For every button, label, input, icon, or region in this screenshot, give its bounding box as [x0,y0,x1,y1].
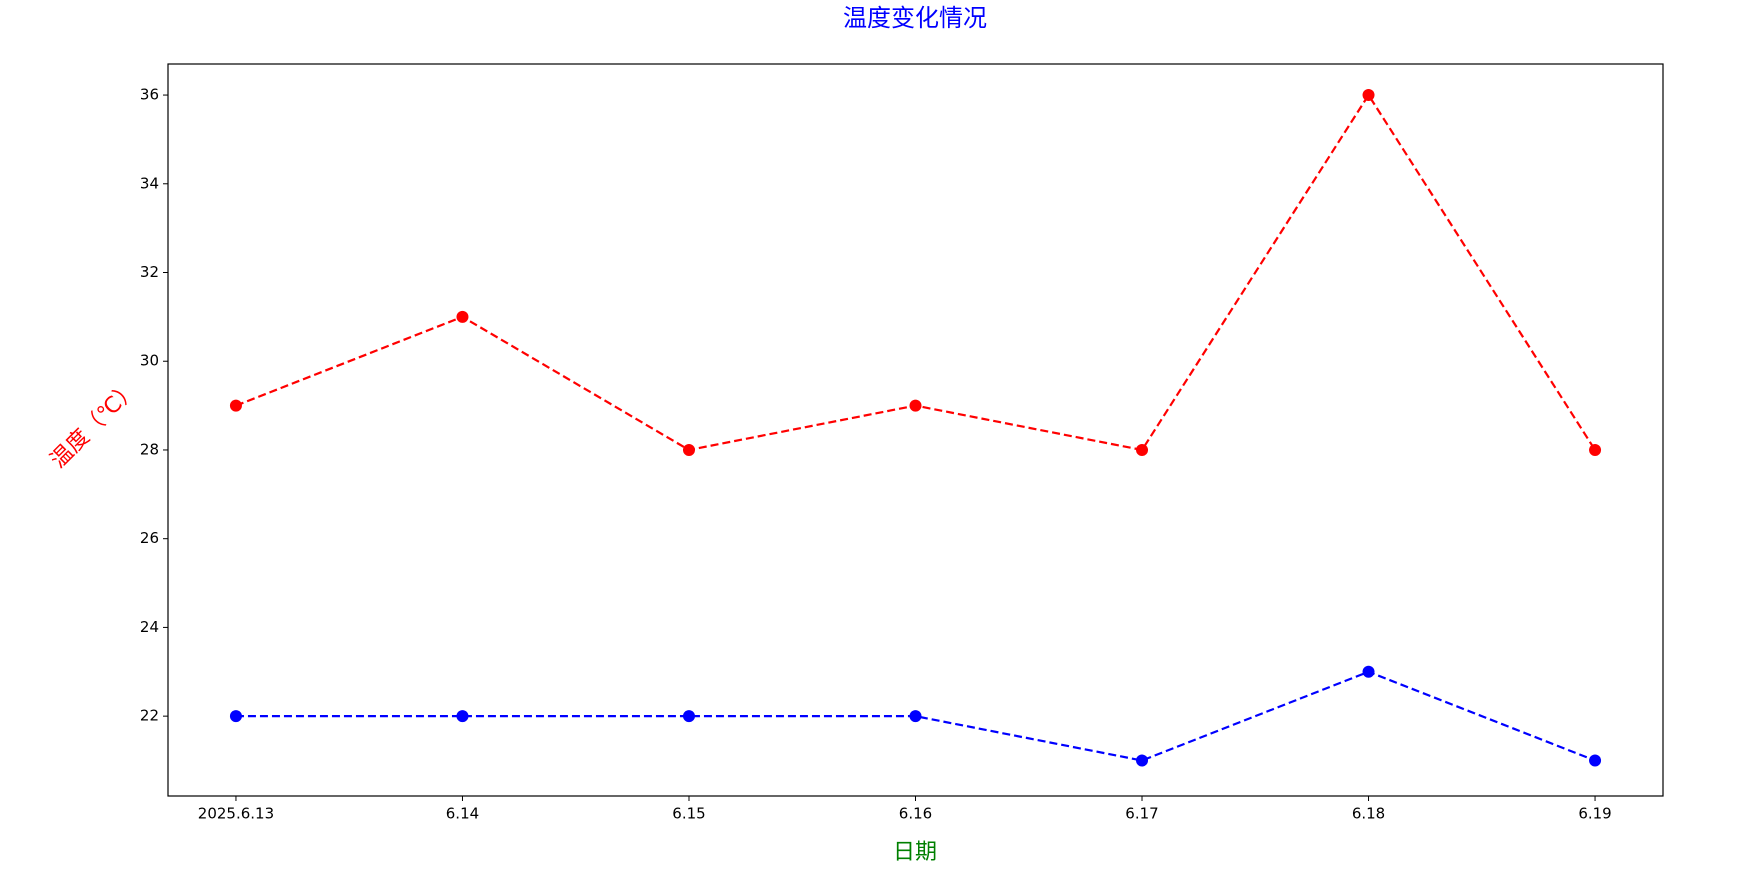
series-line [235,93,1596,452]
data-point [682,443,695,456]
y-tick-label: 36 [140,86,159,104]
data-point [1362,665,1375,678]
data-point [909,399,922,412]
y-tick-label: 34 [140,174,159,192]
x-tick-label: 6.17 [1125,805,1158,823]
y-axis-label: 温度（℃） [46,376,143,473]
x-tick-label: 6.18 [1352,805,1385,823]
data-point [229,399,242,412]
data-point [456,710,469,723]
data-point [1362,89,1375,102]
data-point [1136,443,1149,456]
data-point [229,710,242,723]
x-axis-label: 日期 [893,840,937,865]
y-tick-label: 30 [140,352,159,370]
x-tick-label: 6.19 [1578,805,1611,823]
y-tick-label: 24 [140,618,159,636]
data-point [456,310,469,323]
x-tick-label: 6.16 [899,805,932,823]
data-point [1589,754,1602,767]
data-point [1589,443,1602,456]
x-tick-label: 6.14 [446,805,479,823]
data-point [682,710,695,723]
data-point [909,710,922,723]
y-tick-label: 28 [140,440,159,458]
plot-frame [167,63,1664,797]
y-tick-label: 22 [140,707,159,725]
x-tick-label: 2025.6.13 [198,805,274,823]
x-tick-label: 6.15 [672,805,705,823]
y-tick-label: 26 [140,529,159,547]
y-tick-label: 32 [140,263,159,281]
chart-title: 温度变化情况 [843,4,987,32]
data-point [1136,754,1149,767]
